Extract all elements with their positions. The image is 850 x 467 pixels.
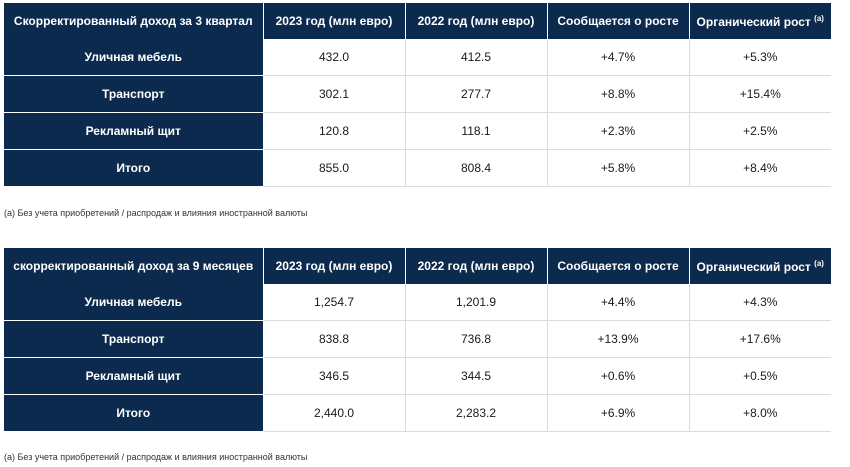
row-label: Уличная мебель	[4, 284, 264, 321]
cell-reported-growth: +13.9%	[547, 320, 690, 358]
table-row: Уличная мебель 1,254.7 1,201.9 +4.4% +4.…	[4, 284, 831, 321]
table-row: Рекламный щит 120.8 118.1 +2.3% +2.5%	[4, 112, 831, 150]
column-header: Органический рост (a)	[689, 248, 831, 284]
column-header: 2022 год (млн евро)	[405, 248, 548, 284]
row-label: Транспорт	[4, 320, 264, 358]
table-row: Рекламный щит 346.5 344.5 +0.6% +0.5%	[4, 357, 831, 395]
cell-organic-growth: +2.5%	[689, 112, 831, 150]
table-header-row: скорректированный доход за 9 месяцев 202…	[4, 248, 831, 284]
column-header: 2022 год (млн евро)	[405, 3, 548, 39]
column-header: 2023 год (млн евро)	[263, 3, 406, 39]
row-label: Итого	[4, 394, 264, 432]
cell-organic-growth: +17.6%	[689, 320, 831, 358]
column-header: 2023 год (млн евро)	[263, 248, 406, 284]
cell-organic-growth: +8.0%	[689, 394, 831, 432]
footnote-marker: (a)	[814, 258, 824, 268]
cell-2022: 2,283.2	[405, 394, 548, 432]
column-header: Сообщается о росте	[547, 3, 690, 39]
nine-month-revenue-table: скорректированный доход за 9 месяцев 202…	[4, 248, 831, 432]
cell-organic-growth: +0.5%	[689, 357, 831, 395]
table-row: Транспорт 838.8 736.8 +13.9% +17.6%	[4, 320, 831, 358]
column-header: скорректированный доход за 9 месяцев	[4, 248, 264, 284]
table-row: Транспорт 302.1 277.7 +8.8% +15.4%	[4, 75, 831, 113]
cell-2022: 808.4	[405, 149, 548, 187]
column-header-label: Органический рост	[696, 259, 811, 274]
cell-2023: 2,440.0	[263, 394, 406, 432]
cell-2022: 277.7	[405, 75, 548, 113]
cell-2022: 412.5	[405, 39, 548, 76]
cell-2023: 346.5	[263, 357, 406, 395]
row-label: Рекламный щит	[4, 112, 264, 150]
cell-reported-growth: +8.8%	[547, 75, 690, 113]
table-row: Итого 2,440.0 2,283.2 +6.9% +8.0%	[4, 394, 831, 432]
cell-2022: 736.8	[405, 320, 548, 358]
column-header: Скорректированный доход за 3 квартал	[4, 3, 264, 39]
cell-reported-growth: +4.4%	[547, 284, 690, 321]
footnote-marker: (a)	[814, 13, 824, 23]
cell-reported-growth: +2.3%	[547, 112, 690, 150]
cell-2022: 344.5	[405, 357, 548, 395]
row-label: Уличная мебель	[4, 39, 264, 76]
cell-reported-growth: +6.9%	[547, 394, 690, 432]
row-label: Рекламный щит	[4, 357, 264, 395]
cell-reported-growth: +4.7%	[547, 39, 690, 76]
cell-organic-growth: +8.4%	[689, 149, 831, 187]
cell-2022: 118.1	[405, 112, 548, 150]
footnote: (a) Без учета приобретений / распродаж и…	[4, 452, 308, 462]
cell-organic-growth: +5.3%	[689, 39, 831, 76]
column-header-label: Органический рост	[696, 14, 811, 29]
cell-2023: 302.1	[263, 75, 406, 113]
cell-2023: 1,254.7	[263, 284, 406, 321]
cell-organic-growth: +15.4%	[689, 75, 831, 113]
table-row: Уличная мебель 432.0 412.5 +4.7% +5.3%	[4, 39, 831, 76]
cell-reported-growth: +5.8%	[547, 149, 690, 187]
table-row: Итого 855.0 808.4 +5.8% +8.4%	[4, 149, 831, 187]
row-label: Итого	[4, 149, 264, 187]
cell-reported-growth: +0.6%	[547, 357, 690, 395]
column-header: Сообщается о росте	[547, 248, 690, 284]
row-label: Транспорт	[4, 75, 264, 113]
cell-2023: 120.8	[263, 112, 406, 150]
column-header: Органический рост (a)	[689, 3, 831, 39]
q3-revenue-table: Скорректированный доход за 3 квартал 202…	[4, 3, 831, 187]
footnote: (a) Без учета приобретений / распродаж и…	[4, 208, 308, 218]
cell-2023: 838.8	[263, 320, 406, 358]
cell-2022: 1,201.9	[405, 284, 548, 321]
table-header-row: Скорректированный доход за 3 квартал 202…	[4, 3, 831, 39]
cell-organic-growth: +4.3%	[689, 284, 831, 321]
cell-2023: 855.0	[263, 149, 406, 187]
cell-2023: 432.0	[263, 39, 406, 76]
